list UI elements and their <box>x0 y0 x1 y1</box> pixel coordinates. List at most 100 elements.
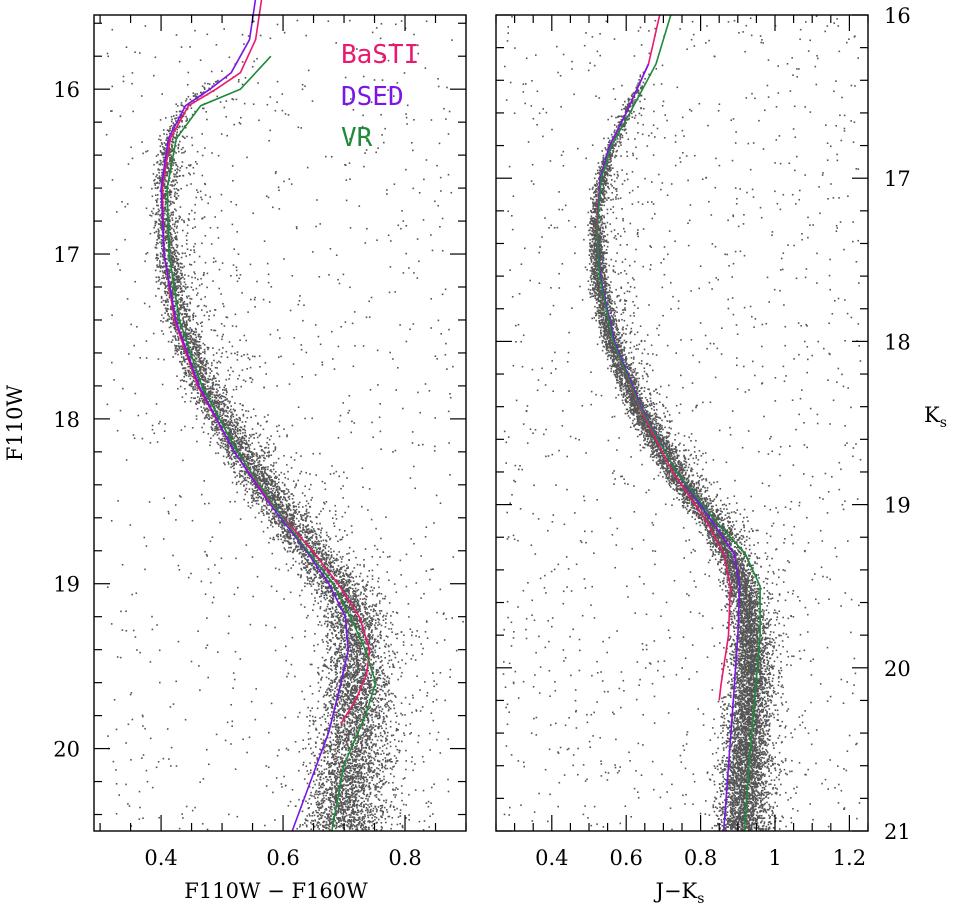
star-point-left-4206 <box>213 394 215 396</box>
star-point-left-4880 <box>281 503 284 506</box>
star-point-left-3256 <box>181 266 183 269</box>
star-point-left-279 <box>389 726 392 728</box>
star-point-left-630 <box>359 649 361 651</box>
star-point-left-953 <box>301 553 303 555</box>
star-point-left-22 <box>313 568 316 571</box>
star-point-left-3754 <box>348 725 350 728</box>
star-point-left-4969 <box>299 526 301 529</box>
star-point-left-1557 <box>251 378 254 381</box>
star-point-left-2846 <box>366 575 369 578</box>
star-point-left-2173 <box>156 198 159 200</box>
star-point-left-4323 <box>237 461 239 463</box>
star-point-left-551 <box>242 475 244 478</box>
star-point-left-2326 <box>195 331 198 333</box>
star-point-left-827 <box>348 640 350 642</box>
star-point-left-4587 <box>228 341 231 343</box>
star-point-left-4146 <box>196 400 198 403</box>
star-point-left-665 <box>207 82 209 85</box>
star-point-left-2949 <box>385 622 387 624</box>
star-point-left-916 <box>185 126 187 129</box>
star-point-left-1227 <box>205 111 207 113</box>
star-point-left-4668 <box>159 234 161 236</box>
star-point-left-1206 <box>265 513 268 515</box>
star-point-left-4313 <box>340 812 343 815</box>
star-point-left-2525 <box>207 388 209 390</box>
star-point-left-970 <box>345 599 348 602</box>
star-point-left-4318 <box>221 407 223 410</box>
star-point-left-3631 <box>332 739 335 741</box>
star-point-left-3983 <box>339 616 341 619</box>
star-point-left-497 <box>177 286 180 289</box>
star-point-left-1622 <box>371 756 373 759</box>
star-point-left-758 <box>282 522 284 525</box>
star-point-left-4607 <box>166 133 168 136</box>
star-point-left-2143 <box>379 787 382 790</box>
star-point-left-3435 <box>392 805 395 808</box>
star-point-left-4867 <box>335 824 338 827</box>
star-point-left-1083 <box>349 769 351 772</box>
star-point-left-3876 <box>329 595 331 597</box>
star-point-left-780 <box>351 762 353 765</box>
star-point-left-3978 <box>179 312 182 315</box>
star-point-left-1437 <box>170 305 172 308</box>
star-point-left-3623 <box>305 500 308 502</box>
star-point-left-4366 <box>253 448 256 450</box>
star-point-left-4537 <box>258 468 260 471</box>
star-point-left-1714 <box>257 503 260 505</box>
star-point-left-415 <box>339 612 341 615</box>
star-point-left-4959 <box>302 527 304 529</box>
star-point-left-4058 <box>323 694 326 697</box>
star-point-left-4339 <box>222 442 225 445</box>
star-point-left-2823 <box>212 354 215 356</box>
star-point-left-2038 <box>400 785 403 787</box>
star-point-left-1865 <box>411 694 414 697</box>
star-point-left-1478 <box>185 310 188 313</box>
star-point-left-3552 <box>194 384 196 386</box>
star-point-left-4571 <box>170 325 172 328</box>
star-point-left-1266 <box>194 93 197 95</box>
star-point-left-1793 <box>177 146 179 149</box>
star-point-left-4572 <box>376 767 378 769</box>
star-point-left-2962 <box>201 378 203 381</box>
star-point-left-3516 <box>227 400 229 402</box>
star-point-left-1745 <box>338 751 341 754</box>
star-point-left-585 <box>268 519 270 522</box>
star-point-left-4131 <box>169 252 172 254</box>
star-point-left-420 <box>344 703 347 706</box>
star-point-left-2080 <box>292 480 295 482</box>
star-point-left-854 <box>358 766 360 768</box>
star-point-left-829 <box>350 819 353 821</box>
star-point-left-1134 <box>216 226 219 229</box>
star-point-left-3253 <box>383 806 386 809</box>
star-point-left-801 <box>172 356 174 358</box>
star-point-left-586 <box>322 578 325 580</box>
star-point-left-3214 <box>178 169 181 172</box>
stars-left <box>105 19 464 831</box>
star-point-left-3465 <box>367 774 369 776</box>
star-point-left-944 <box>339 691 342 694</box>
star-point-left-216 <box>196 354 198 357</box>
star-point-left-4195 <box>298 769 300 772</box>
star-point-left-4270 <box>385 821 387 824</box>
star-point-left-380 <box>368 788 371 791</box>
star-point-left-2558 <box>192 227 194 229</box>
star-point-left-677 <box>226 405 229 408</box>
star-point-left-3626 <box>396 715 398 717</box>
star-point-left-4978 <box>351 570 354 573</box>
star-point-left-2161 <box>253 437 255 439</box>
star-point-left-3873 <box>226 356 229 359</box>
star-point-left-328 <box>317 550 320 553</box>
star-point-left-2212 <box>215 431 218 434</box>
star-point-left-2774 <box>353 758 356 761</box>
star-point-left-815 <box>382 716 385 718</box>
star-point-left-1887 <box>174 208 176 210</box>
star-point-left-1986 <box>315 824 318 826</box>
star-point-left-689 <box>371 636 374 638</box>
star-point-left-721 <box>370 805 373 807</box>
star-point-left-4263 <box>384 732 386 735</box>
star-point-left-142 <box>341 515 344 518</box>
star-point-left-1600 <box>199 322 202 324</box>
star-point-left-4934 <box>363 622 366 625</box>
star-point-left-1749 <box>393 755 396 757</box>
star-point-left-3897 <box>343 652 346 655</box>
